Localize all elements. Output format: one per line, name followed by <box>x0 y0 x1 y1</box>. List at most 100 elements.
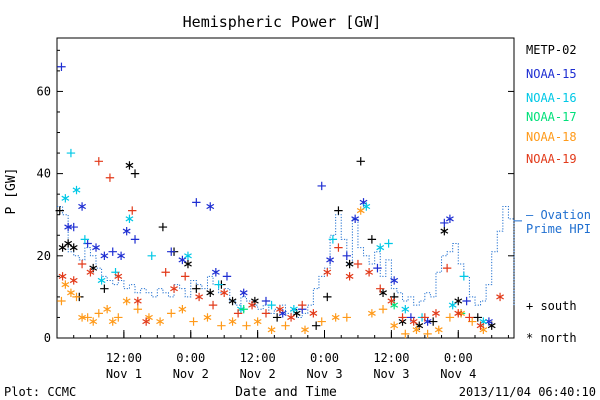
data-point-noaa-16-south <box>214 280 223 289</box>
data-point-noaa-15-north <box>351 214 360 224</box>
x-tick-time: 0:00 <box>310 351 339 365</box>
data-point-metp-02-south <box>100 284 109 293</box>
plot-credit: Plot: CCMC <box>4 385 76 399</box>
data-point-noaa-19-north <box>195 292 204 302</box>
data-point-noaa-15-north <box>122 226 131 236</box>
x-tick-date: Nov 2 <box>240 367 276 381</box>
data-point-noaa-15-south <box>373 263 382 273</box>
data-point-noaa-18-north <box>253 317 262 326</box>
data-point-noaa-15-south <box>261 296 271 306</box>
data-point-noaa-18-south <box>189 317 198 326</box>
data-point-noaa-18-south <box>57 296 66 306</box>
x-tick-date: Nov 3 <box>373 367 409 381</box>
ovation-model-line <box>57 205 515 318</box>
data-point-noaa-18-south <box>281 321 290 330</box>
data-point-noaa-19-north <box>142 317 151 326</box>
data-point-noaa-16-south <box>147 251 156 261</box>
data-point-noaa-18-north <box>356 206 365 215</box>
data-point-noaa-19-south <box>334 243 343 252</box>
data-point-metp-02-south <box>473 313 482 322</box>
data-point-noaa-18-south <box>317 317 326 326</box>
data-point-noaa-19-north <box>387 296 396 306</box>
data-point-noaa-15-south <box>192 198 201 207</box>
data-point-noaa-16-north <box>376 243 385 252</box>
data-point-noaa-16-north <box>61 194 70 203</box>
data-point-noaa-19-south <box>161 268 170 277</box>
data-point-noaa-18-north <box>78 313 86 322</box>
data-point-metp-02-south <box>158 222 168 232</box>
data-point-metp-02-north <box>184 259 192 269</box>
data-point-metp-02-north <box>440 226 449 236</box>
y-tick-label: 20 <box>37 249 51 263</box>
data-point-metp-02-south <box>130 169 140 178</box>
data-point-noaa-18-south <box>401 329 410 339</box>
ovation-model-series <box>57 205 522 318</box>
legend-item-noaa-18: NOAA-18 <box>526 130 577 144</box>
x-tick-date: Nov 2 <box>173 367 209 381</box>
data-point-noaa-19-north <box>86 268 95 277</box>
data-point-noaa-16-north <box>97 276 106 285</box>
data-point-noaa-18-north <box>267 325 276 334</box>
data-point-noaa-18-north <box>108 317 117 326</box>
data-point-noaa-16-north <box>125 214 134 224</box>
data-point-noaa-18-north <box>203 313 212 322</box>
data-point-noaa-19-south <box>376 284 385 293</box>
data-point-noaa-18-south <box>133 305 143 314</box>
data-point-noaa-15-north <box>326 255 334 265</box>
data-point-metp-02-south <box>356 157 365 166</box>
data-point-noaa-19-south <box>442 263 452 273</box>
data-point-metp-02-south <box>323 292 332 302</box>
legend-item-noaa-17: NOAA-17 <box>526 110 577 124</box>
legend-item-noaa-19: NOAA-19 <box>526 152 577 166</box>
data-point-noaa-15-south <box>108 247 117 256</box>
data-point-noaa-16-north <box>289 305 298 314</box>
data-point-noaa-15-south <box>317 181 326 191</box>
data-point-noaa-16-north <box>401 305 410 314</box>
data-point-noaa-15-north <box>445 214 454 224</box>
data-point-noaa-15-north <box>92 243 100 252</box>
data-point-noaa-19-north <box>365 268 374 277</box>
data-point-noaa-15-south <box>130 235 140 244</box>
legend-item-noaa-15: NOAA-15 <box>526 67 577 81</box>
legend-item-noaa-16: NOAA-16 <box>526 91 577 105</box>
data-point-noaa-19-south <box>94 157 103 166</box>
data-point-noaa-15-north <box>211 268 220 277</box>
data-point-noaa-15-north <box>78 202 86 211</box>
data-point-noaa-19-south <box>208 300 218 310</box>
x-tick-date: Nov 1 <box>106 367 142 381</box>
data-point-noaa-19-north <box>409 317 418 326</box>
legend-model-line1: — Ovation <box>526 208 591 222</box>
data-point-noaa-15-north <box>206 202 215 211</box>
legend-north-marker: * north <box>526 331 577 345</box>
data-point-noaa-19-north <box>58 272 67 281</box>
data-point-noaa-16-north <box>362 202 371 211</box>
data-point-noaa-18-north <box>228 317 237 326</box>
data-point-noaa-19-north <box>323 268 332 277</box>
data-point-noaa-18-north <box>67 288 75 297</box>
data-point-noaa-15-north <box>64 222 73 232</box>
data-point-noaa-18-north <box>178 305 187 314</box>
data-point-metp-02-north <box>69 243 78 252</box>
legend-model-line2: Prime HPI <box>526 222 591 236</box>
data-point-noaa-15-south <box>222 272 232 281</box>
data-point-noaa-18-south <box>342 313 352 322</box>
data-point-metp-02-north <box>228 296 237 306</box>
data-point-noaa-16-south <box>384 239 393 248</box>
data-point-noaa-19-south <box>233 309 243 318</box>
x-tick-time: 0:00 <box>176 351 205 365</box>
data-point-noaa-18-south <box>83 313 92 322</box>
data-point-noaa-19-south <box>105 173 115 182</box>
data-point-noaa-18-south <box>217 321 226 330</box>
data-point-noaa-19-north <box>170 284 178 293</box>
data-point-noaa-15-south <box>57 62 66 71</box>
data-point-noaa-18-south <box>72 292 81 302</box>
data-point-noaa-15-south <box>167 247 176 256</box>
data-point-metp-02-north <box>58 243 67 252</box>
data-point-metp-02-north <box>345 259 354 269</box>
data-point-noaa-19-south <box>465 313 474 322</box>
data-point-noaa-15-south <box>69 222 78 232</box>
data-point-metp-02-north <box>125 161 134 170</box>
y-tick-label: 60 <box>37 84 51 98</box>
data-point-noaa-19-south <box>128 206 137 215</box>
x-tick-time: 12:00 <box>373 351 409 365</box>
